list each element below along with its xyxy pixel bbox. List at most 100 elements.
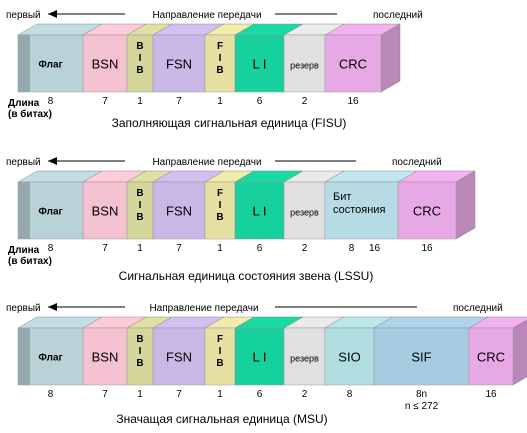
field-box xyxy=(204,181,236,240)
field-fsn: FSN 7 xyxy=(152,34,206,107)
field-label: SIO xyxy=(338,350,360,365)
field-box xyxy=(126,327,154,386)
field-shadow xyxy=(18,35,30,92)
field-label: I xyxy=(219,200,222,211)
field-flag: Флаг 8 xyxy=(17,327,84,400)
bit-length: 16 xyxy=(421,243,433,254)
bit-length: 8n xyxy=(416,389,427,400)
field-label: BSN xyxy=(92,57,119,72)
direction-title: Направление передачи xyxy=(149,303,258,314)
field-label: B xyxy=(216,65,223,76)
bit-length: 1 xyxy=(137,96,143,107)
frame-side-face xyxy=(512,319,527,386)
frame-caption: Сигнальная единица состояния звена (LSSU… xyxy=(119,269,374,283)
field-label: Флаг xyxy=(38,353,62,364)
field-label: BSN xyxy=(92,204,119,219)
bit-length: 1 xyxy=(217,96,223,107)
field-label: F xyxy=(217,188,223,199)
field-label: CRC xyxy=(339,57,367,72)
field-label: резерв xyxy=(290,61,319,71)
field-fib: FIB 1 xyxy=(204,34,236,107)
field-label: BSN xyxy=(92,350,119,365)
field-label: I xyxy=(139,346,142,357)
field-box xyxy=(324,34,382,93)
field-label: FSN xyxy=(166,350,192,365)
direction-last-label: последний xyxy=(392,157,442,168)
field-label: SIF xyxy=(411,350,431,365)
field-box xyxy=(283,34,326,93)
field-label: Флаг xyxy=(38,60,62,71)
bit-length: 1 xyxy=(137,389,143,400)
direction-first-label: первый xyxy=(6,10,41,21)
field-label: I xyxy=(139,53,142,64)
bit-length: 7 xyxy=(176,96,182,107)
field-label: I xyxy=(139,200,142,211)
direction-title: Направление передачи xyxy=(152,157,261,168)
svg-text:(в битах): (в битах) xyxy=(8,255,52,267)
bit-length: 1 xyxy=(217,243,223,254)
bit-length: 16 xyxy=(369,243,381,254)
field-fib: FIB 1 xyxy=(204,327,236,400)
field-bsn: BSN 7 xyxy=(82,181,128,254)
field-label: B xyxy=(136,41,143,52)
field-label: B xyxy=(136,358,143,369)
field-label: Флаг xyxy=(38,207,62,218)
bit-length: 8 xyxy=(349,243,355,254)
field-label: FSN xyxy=(166,57,192,72)
field-box xyxy=(82,34,128,93)
field-box xyxy=(324,327,375,386)
field-li: L I 6 xyxy=(234,327,285,400)
bit-length: 7 xyxy=(102,389,108,400)
frame-msu: первый Направление передачи последний Флаг 8… xyxy=(6,303,527,426)
bit-length: 8 xyxy=(48,96,54,107)
bit-length: 16 xyxy=(347,96,359,107)
field-label: F xyxy=(217,334,223,345)
field-flag: Флаг 8 xyxy=(17,34,84,107)
field-crc: CRC 16 xyxy=(324,34,382,107)
field-crc: CRC 16 xyxy=(397,181,457,254)
field-label: резерв xyxy=(290,354,319,364)
bit-length: 6 xyxy=(257,243,263,254)
bit-length: 1 xyxy=(137,243,143,254)
field-fsn: FSN 7 xyxy=(152,181,206,254)
direction-last-label: последний xyxy=(373,10,423,21)
field-label: F xyxy=(217,41,223,52)
field-label: I xyxy=(219,53,222,64)
bit-length: 2 xyxy=(302,389,308,400)
field-sio: SIO 8 xyxy=(324,327,375,400)
field-box xyxy=(152,34,206,93)
field-sif: SIF 8nn ≤ 272 xyxy=(373,327,470,412)
direction-indicator: первый Направление передачи последний xyxy=(6,303,503,314)
svg-text:(в битах): (в битах) xyxy=(8,108,52,120)
bit-length: 2 xyxy=(302,96,308,107)
direction-title: Направление передачи xyxy=(152,10,261,21)
field-flag: Флаг 8 xyxy=(17,181,84,254)
length-label: Длина(в битах) xyxy=(8,245,52,267)
field-box xyxy=(324,181,399,240)
bit-length: 16 xyxy=(485,389,497,400)
field-box xyxy=(234,181,285,240)
bit-length: 1 xyxy=(217,389,223,400)
frame-lssu: первый Направление передачи последний Флаг 8… xyxy=(6,157,476,283)
field-label: I xyxy=(219,346,222,357)
bit-length: 7 xyxy=(102,96,108,107)
frame-caption: Значащая сигнальная единица (MSU) xyxy=(116,412,327,426)
length-label: Длина(в битах) xyxy=(8,98,52,120)
field-label: L I xyxy=(253,57,267,72)
field-label: B xyxy=(216,212,223,223)
field-box xyxy=(468,327,514,386)
field-bsn: BSN 7 xyxy=(82,327,128,400)
field-label: B xyxy=(136,188,143,199)
field-box xyxy=(204,34,236,93)
field-label: Бит xyxy=(333,191,351,203)
field-label: состояния xyxy=(333,204,385,216)
field-li: L I 6 xyxy=(234,181,285,254)
field-top-sif xyxy=(373,316,489,329)
bit-length: 2 xyxy=(302,243,308,254)
field-box xyxy=(82,181,128,240)
bit-length: 8 xyxy=(48,243,54,254)
bit-length-note: n ≤ 272 xyxy=(405,401,439,412)
field-rezerv: резерв 2 xyxy=(283,181,326,254)
bit-length: 6 xyxy=(257,389,263,400)
